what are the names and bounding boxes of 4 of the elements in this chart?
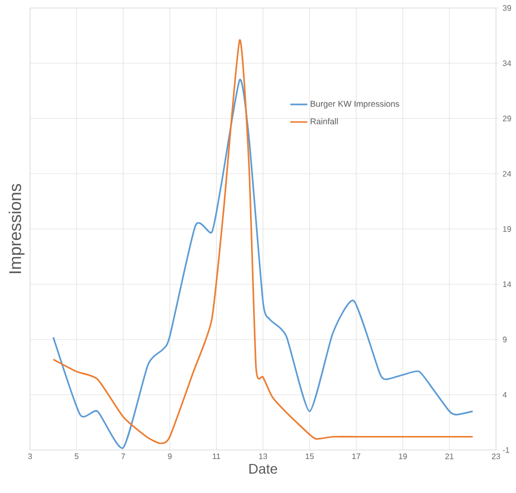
x-axis-title: Date [249,464,278,474]
legend-label: Rainfall [310,118,338,124]
y-axis-title: Impressions [8,184,24,274]
legend-label: Burger KW Impressions [310,100,400,108]
